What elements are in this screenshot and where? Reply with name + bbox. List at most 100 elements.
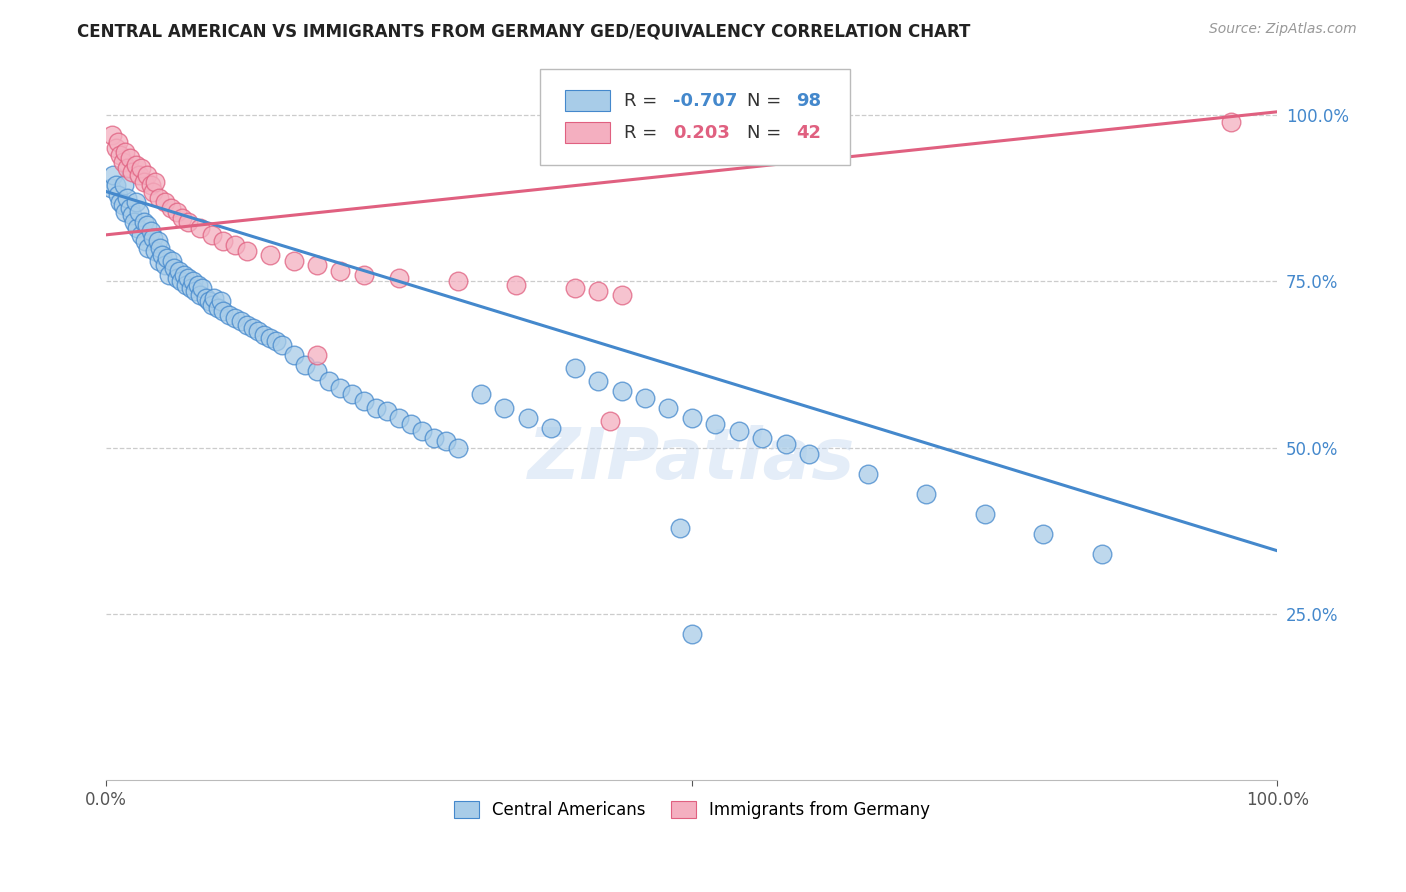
Point	[446, 441, 468, 455]
Point	[283, 347, 305, 361]
Point	[610, 384, 633, 399]
Point	[148, 191, 170, 205]
Point	[564, 360, 586, 375]
Point	[124, 214, 146, 228]
Point	[1091, 547, 1114, 561]
Point	[657, 401, 679, 415]
Point	[184, 285, 207, 299]
Point	[329, 264, 352, 278]
Point	[364, 401, 387, 415]
Point	[236, 318, 259, 332]
Point	[388, 410, 411, 425]
Point	[202, 291, 225, 305]
Point	[125, 221, 148, 235]
Point	[388, 271, 411, 285]
Point	[114, 145, 136, 159]
Point	[149, 241, 172, 255]
Point	[146, 235, 169, 249]
Point	[375, 404, 398, 418]
Point	[188, 287, 211, 301]
Point	[797, 447, 820, 461]
Point	[218, 308, 240, 322]
Point	[494, 401, 516, 415]
FancyBboxPatch shape	[540, 69, 851, 165]
Point	[172, 211, 194, 226]
Point	[229, 314, 252, 328]
FancyBboxPatch shape	[565, 90, 610, 112]
Point	[194, 291, 217, 305]
Point	[104, 178, 127, 192]
Point	[634, 391, 657, 405]
Text: 42: 42	[796, 124, 821, 142]
Point	[610, 287, 633, 301]
Point	[586, 285, 609, 299]
Point	[353, 268, 375, 282]
Point	[167, 264, 190, 278]
Point	[134, 235, 156, 249]
Point	[124, 158, 146, 172]
Point	[117, 191, 139, 205]
Point	[212, 304, 235, 318]
Point	[564, 281, 586, 295]
Point	[446, 274, 468, 288]
Point	[259, 248, 281, 262]
Point	[340, 387, 363, 401]
Point	[191, 281, 214, 295]
Point	[411, 424, 433, 438]
Point	[181, 274, 204, 288]
Point	[142, 231, 165, 245]
Point	[915, 487, 938, 501]
Point	[294, 358, 316, 372]
Point	[110, 194, 132, 209]
Point	[110, 148, 132, 162]
Point	[159, 201, 181, 215]
Text: R =: R =	[624, 92, 664, 110]
Text: -0.707: -0.707	[673, 92, 738, 110]
Point	[973, 507, 995, 521]
Point	[586, 374, 609, 388]
Legend: Central Americans, Immigrants from Germany: Central Americans, Immigrants from Germa…	[447, 794, 936, 825]
Point	[132, 175, 155, 189]
Point	[201, 227, 224, 242]
Point	[434, 434, 457, 448]
Point	[118, 201, 141, 215]
Point	[283, 254, 305, 268]
Point	[177, 271, 200, 285]
Point	[224, 310, 246, 325]
Point	[470, 387, 492, 401]
Text: 98: 98	[796, 92, 821, 110]
Point	[174, 277, 197, 292]
Point	[318, 374, 340, 388]
Point	[247, 324, 270, 338]
Text: 0.203: 0.203	[673, 124, 730, 142]
Point	[153, 258, 176, 272]
Point	[118, 151, 141, 165]
Point	[207, 301, 229, 315]
Point	[136, 168, 159, 182]
Point	[148, 254, 170, 268]
Point	[516, 410, 538, 425]
Point	[307, 258, 329, 272]
Point	[159, 268, 181, 282]
Text: Source: ZipAtlas.com: Source: ZipAtlas.com	[1209, 22, 1357, 37]
Point	[170, 274, 193, 288]
Point	[1032, 527, 1054, 541]
Point	[177, 214, 200, 228]
Point	[153, 194, 176, 209]
Point	[139, 178, 162, 192]
Point	[505, 277, 527, 292]
Point	[201, 298, 224, 312]
Point	[107, 188, 129, 202]
Point	[104, 141, 127, 155]
Text: N =: N =	[747, 124, 787, 142]
Point	[111, 198, 134, 212]
Point	[107, 135, 129, 149]
Point	[160, 254, 183, 268]
Point	[599, 414, 621, 428]
Point	[329, 381, 352, 395]
Point	[100, 181, 122, 195]
Point	[103, 168, 125, 182]
Text: N =: N =	[747, 92, 787, 110]
Point	[224, 237, 246, 252]
Point	[128, 204, 150, 219]
